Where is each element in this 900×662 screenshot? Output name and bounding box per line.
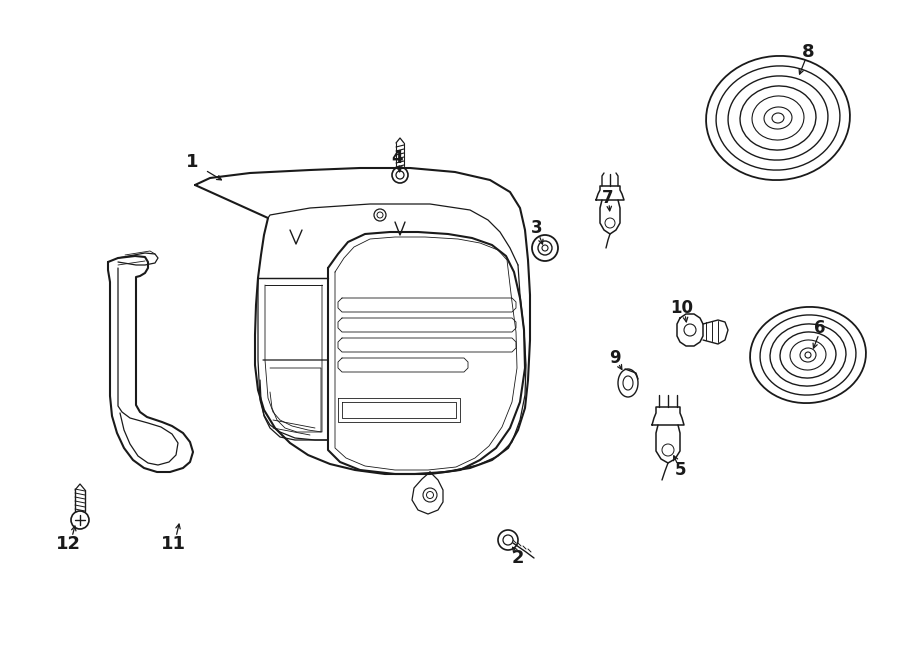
Text: 11: 11 (160, 535, 185, 553)
Text: 2: 2 (512, 549, 524, 567)
Text: 7: 7 (602, 189, 614, 207)
Text: 8: 8 (802, 43, 814, 61)
Text: 6: 6 (814, 319, 826, 337)
Text: 10: 10 (670, 299, 694, 317)
Text: 12: 12 (56, 535, 80, 553)
Text: 5: 5 (674, 461, 686, 479)
Text: 3: 3 (531, 219, 543, 237)
Text: 9: 9 (609, 349, 621, 367)
Text: 4: 4 (392, 149, 403, 167)
Text: 1: 1 (185, 153, 198, 171)
